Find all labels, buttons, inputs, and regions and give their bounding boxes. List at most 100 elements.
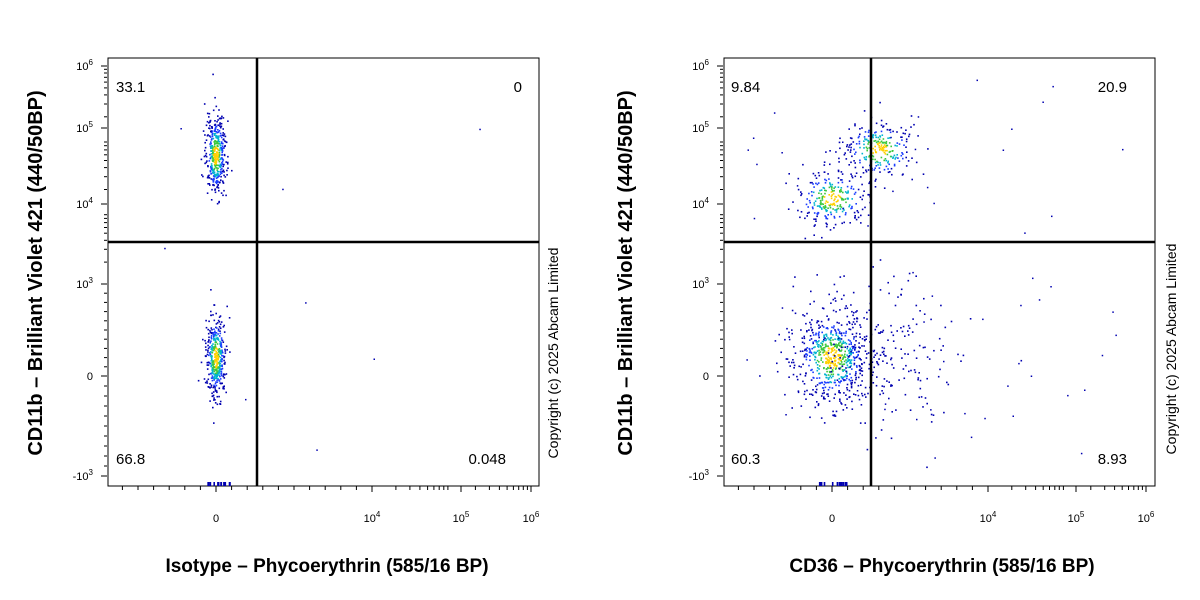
event-dot	[815, 220, 817, 222]
event-dot	[213, 346, 215, 348]
event-dot	[833, 217, 836, 219]
event-dot	[868, 363, 871, 366]
event-dot	[820, 346, 823, 348]
event-dot	[214, 338, 216, 341]
event-dot	[874, 161, 877, 164]
event-dot	[200, 361, 203, 364]
event-dot	[886, 362, 888, 364]
event-dot	[803, 355, 806, 358]
event-dot	[863, 317, 865, 319]
event-dot	[214, 189, 216, 191]
event-dot	[848, 164, 850, 166]
event-dot	[917, 378, 919, 381]
event-dot	[216, 327, 218, 329]
event-dot	[802, 163, 804, 166]
event-dot	[219, 370, 221, 372]
event-dot	[867, 135, 870, 137]
event-dot	[910, 369, 912, 372]
event-dot	[213, 145, 216, 148]
event-dot	[793, 367, 795, 369]
event-dot	[901, 136, 903, 138]
event-dot	[213, 370, 216, 373]
event-dot	[842, 207, 844, 210]
event-dot	[839, 355, 841, 357]
event-dot	[858, 364, 861, 367]
event-dot	[224, 350, 227, 352]
event-dot	[216, 357, 218, 359]
event-dot	[210, 130, 212, 133]
event-dot	[853, 363, 856, 366]
event-dot	[216, 170, 219, 173]
event-dot	[227, 161, 229, 164]
event-dot	[889, 150, 891, 153]
event-dot	[855, 143, 858, 145]
event-dot	[867, 143, 869, 145]
event-dot	[211, 138, 213, 140]
event-dot	[832, 298, 835, 301]
event-dot	[896, 154, 898, 156]
event-dot	[834, 300, 837, 302]
event-dot	[839, 350, 841, 352]
event-dot	[917, 135, 919, 137]
event-dot	[793, 346, 795, 348]
event-dot	[224, 352, 227, 354]
event-dot	[830, 336, 833, 339]
event-dot	[776, 362, 778, 365]
event-dot	[220, 368, 223, 371]
event-dot	[819, 189, 821, 192]
event-dot	[209, 170, 212, 172]
event-dot	[218, 201, 220, 204]
event-dot	[833, 227, 835, 229]
event-dot	[834, 204, 836, 206]
event-dot	[217, 164, 219, 167]
event-dot	[856, 210, 859, 212]
event-dot	[876, 352, 878, 355]
event-dot	[205, 342, 207, 345]
event-dot	[827, 207, 829, 209]
event-dot	[838, 332, 841, 335]
event-dot	[914, 371, 917, 374]
event-dot	[218, 164, 221, 167]
event-dot	[217, 131, 219, 134]
event-dot	[213, 328, 215, 330]
event-dot	[846, 377, 848, 380]
event-dot	[213, 339, 215, 341]
event-dot	[854, 162, 856, 164]
event-dot	[851, 381, 853, 384]
event-dot	[211, 188, 213, 191]
event-dot	[800, 366, 802, 368]
event-dot	[228, 482, 231, 486]
event-dot	[823, 381, 826, 383]
event-dot	[226, 349, 228, 351]
event-dot	[808, 329, 810, 331]
event-dot	[213, 177, 215, 180]
event-dot	[218, 321, 221, 323]
event-dot	[806, 215, 808, 217]
event-dot	[842, 199, 845, 201]
event-dot	[907, 353, 909, 355]
event-dot	[839, 190, 841, 193]
event-dot	[210, 178, 213, 180]
event-dot	[211, 371, 214, 374]
event-dot	[809, 339, 811, 341]
event-dot	[875, 325, 878, 328]
event-dot	[215, 136, 217, 139]
event-dot	[930, 318, 932, 321]
event-dot	[861, 127, 863, 129]
event-dot	[218, 380, 221, 382]
event-dot	[832, 334, 834, 336]
event-dot	[210, 336, 213, 339]
event-dot	[859, 365, 861, 368]
event-dot	[843, 392, 845, 394]
event-dot	[222, 169, 225, 172]
event-dot	[216, 322, 219, 324]
event-dot	[217, 167, 219, 170]
event-dot	[207, 351, 209, 353]
event-dot	[218, 361, 220, 364]
event-dot	[218, 189, 220, 192]
event-dot	[210, 172, 213, 175]
event-dot	[946, 381, 948, 384]
event-dot	[222, 138, 225, 141]
event-dot	[859, 372, 861, 375]
